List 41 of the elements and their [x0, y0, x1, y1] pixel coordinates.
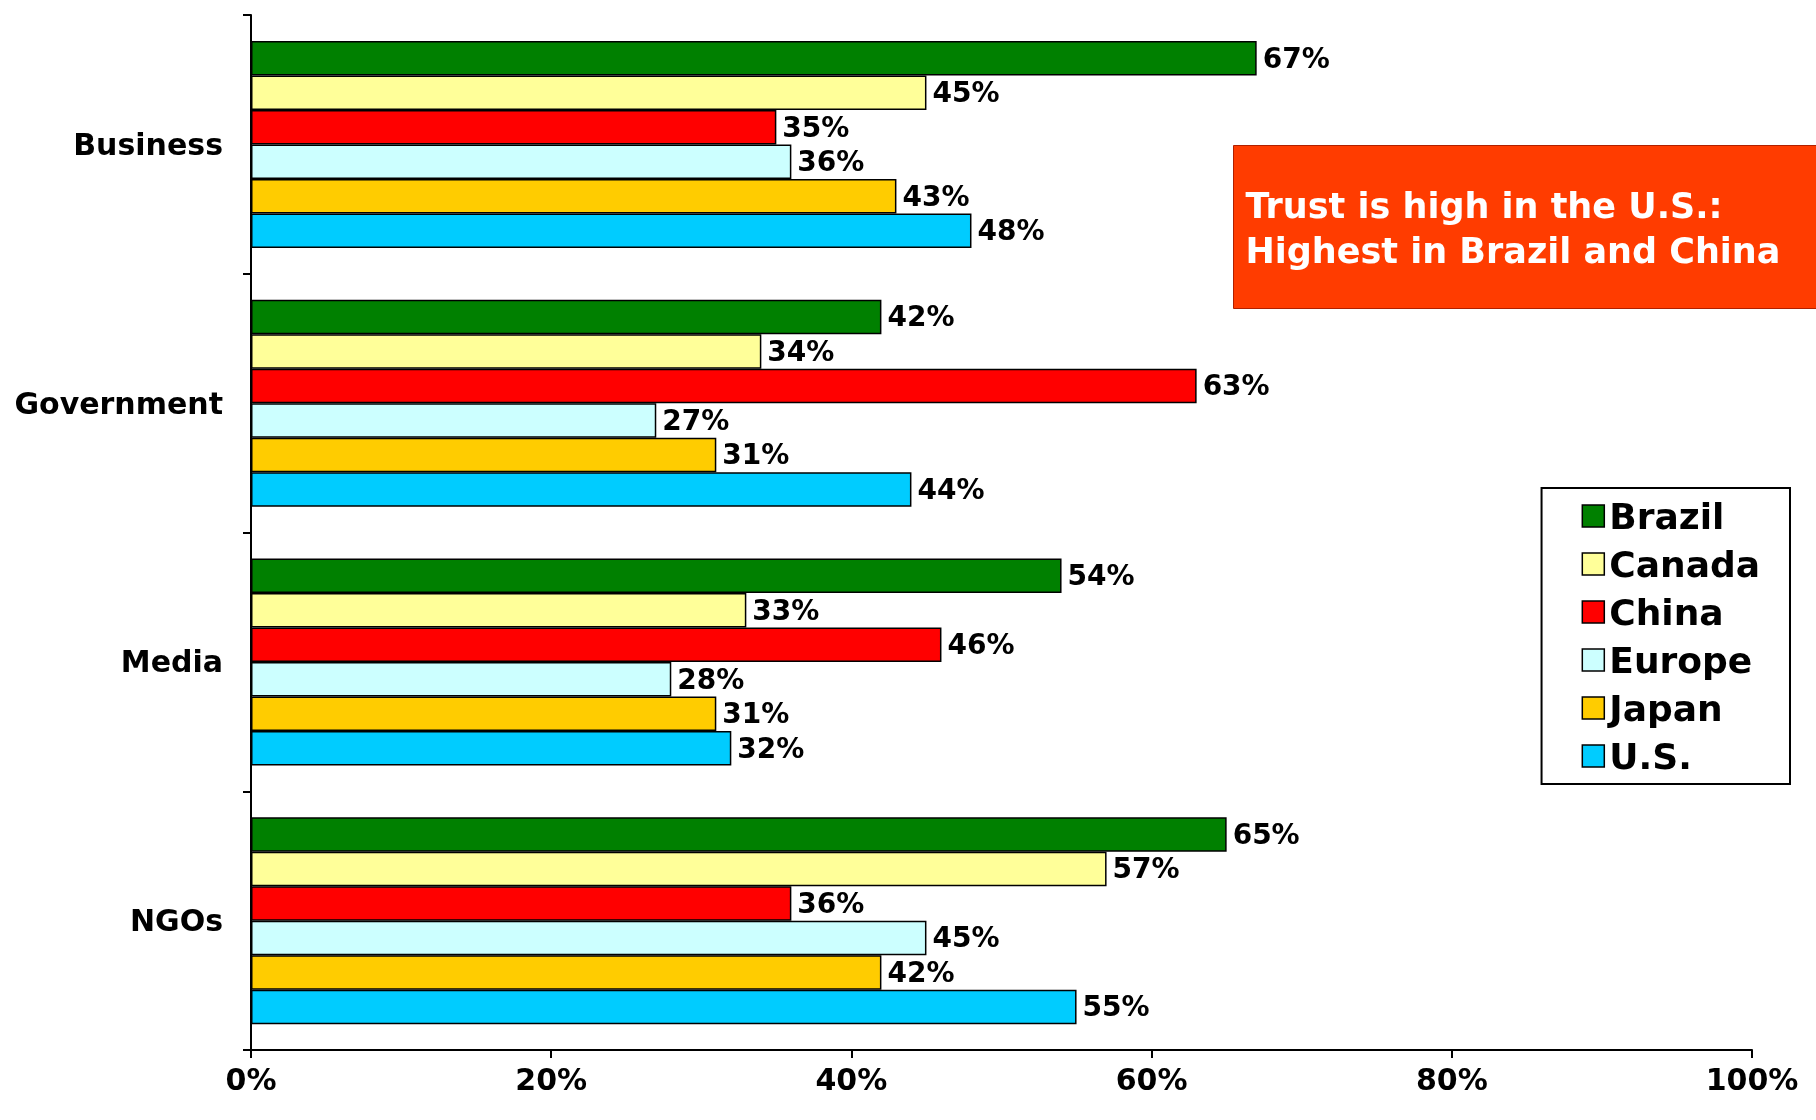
data-label: 35% [782, 110, 850, 144]
data-label: 54% [1067, 559, 1135, 593]
data-label: 46% [947, 628, 1015, 662]
legend-label: China [1609, 591, 1724, 633]
legend-label: Japan [1606, 687, 1723, 729]
data-label: 34% [767, 334, 835, 368]
data-label: 48% [977, 214, 1045, 248]
data-label: 45% [932, 921, 1000, 955]
x-tick-label: 100% [1705, 1061, 1799, 1097]
legend-label: Brazil [1609, 495, 1725, 537]
y-tick-label: NGOs [129, 903, 223, 939]
legend-label: Europe [1609, 639, 1753, 681]
legend-label: U.S. [1609, 735, 1692, 777]
data-label: 43% [902, 179, 970, 213]
data-label: 27% [662, 403, 730, 437]
data-label: 36% [797, 145, 865, 179]
data-label: 31% [722, 438, 790, 472]
data-label: 63% [1202, 369, 1270, 403]
data-label: 31% [722, 697, 790, 731]
y-tick-label: Business [73, 126, 223, 162]
data-label: 32% [737, 731, 805, 765]
annotation: Trust is high in the U.S.: Highest in Brazil and China [1245, 186, 1781, 271]
data-label: 57% [1112, 852, 1180, 886]
data-label: 67% [1262, 41, 1330, 75]
x-tick-label: 20% [515, 1061, 588, 1097]
data-label: 42% [887, 300, 955, 334]
x-tick-label: 0% [225, 1061, 277, 1097]
y-tick-label: Media [120, 644, 223, 680]
data-label: 33% [752, 593, 820, 627]
y-tick-label: Government [14, 385, 223, 421]
data-label: 45% [932, 76, 1000, 110]
legend-label: Canada [1609, 543, 1761, 585]
x-tick-label: 60% [1115, 1061, 1188, 1097]
data-label: 28% [677, 662, 745, 696]
data-label: 42% [887, 955, 955, 989]
x-tick-label: 40% [815, 1061, 888, 1097]
data-label: 44% [917, 472, 985, 506]
data-label: 36% [797, 886, 865, 920]
data-label: 65% [1232, 817, 1300, 851]
x-tick-label: 80% [1415, 1061, 1488, 1097]
data-label: 55% [1082, 990, 1150, 1024]
